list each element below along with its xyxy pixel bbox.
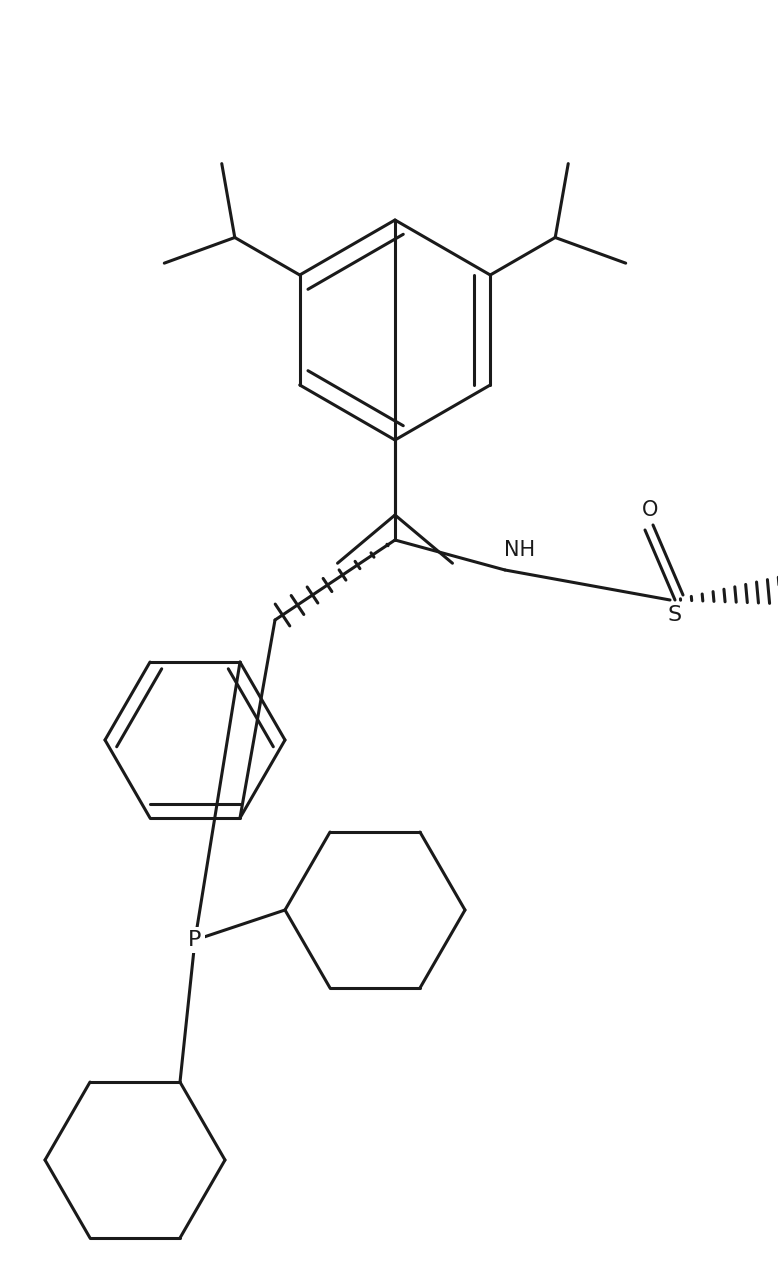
Text: P: P bbox=[188, 929, 202, 950]
Text: S: S bbox=[668, 605, 682, 625]
Text: NH: NH bbox=[504, 540, 535, 560]
Text: O: O bbox=[642, 500, 658, 520]
